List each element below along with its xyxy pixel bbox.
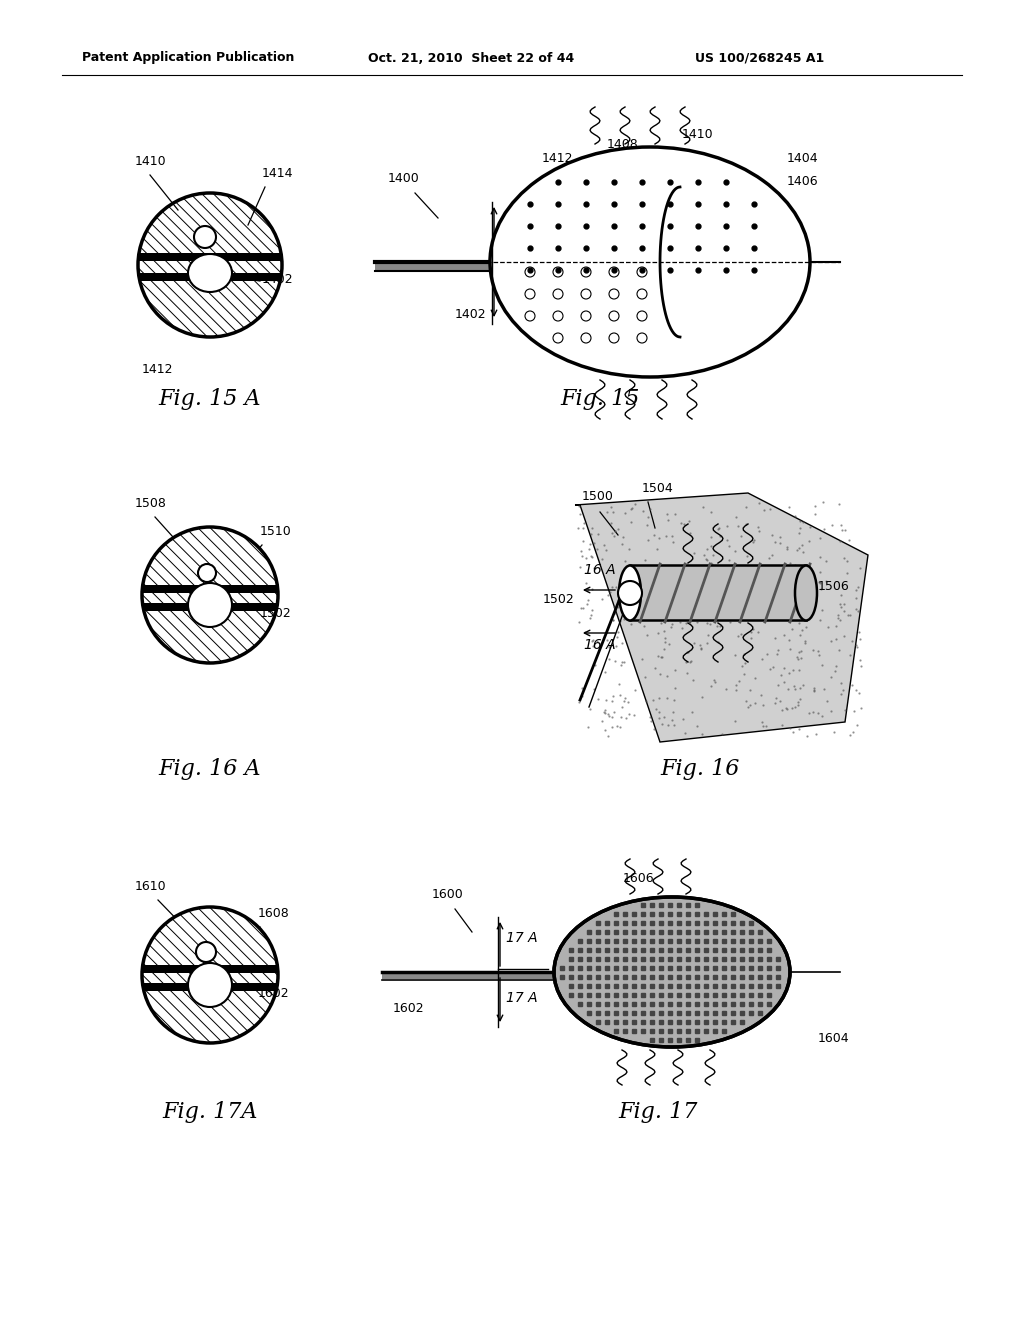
Text: Fig. 16: Fig. 16: [660, 758, 739, 780]
Circle shape: [188, 583, 232, 627]
Text: 17 A: 17 A: [506, 991, 538, 1005]
Text: 15 A: 15 A: [500, 284, 531, 298]
Text: 1508: 1508: [135, 498, 167, 510]
Polygon shape: [575, 492, 868, 742]
Ellipse shape: [188, 253, 232, 292]
Circle shape: [198, 564, 216, 582]
Circle shape: [138, 193, 282, 337]
Ellipse shape: [490, 147, 810, 378]
Text: 1606: 1606: [623, 873, 653, 884]
Text: 15 A: 15 A: [500, 218, 531, 232]
Text: Fig. 15 A: Fig. 15 A: [159, 388, 261, 411]
Text: 1506: 1506: [818, 579, 850, 593]
Circle shape: [142, 907, 278, 1043]
Text: 16 A: 16 A: [584, 638, 615, 652]
Text: 1510: 1510: [260, 525, 292, 539]
Ellipse shape: [618, 565, 641, 620]
Bar: [375, 263, 495, 271]
Bar: [142, 965, 278, 973]
Text: 1406: 1406: [787, 176, 818, 187]
Circle shape: [142, 527, 278, 663]
Text: 1502: 1502: [543, 593, 574, 606]
Circle shape: [618, 581, 642, 605]
Text: 1600: 1600: [432, 888, 464, 902]
Bar: [382, 972, 562, 979]
Text: 1500: 1500: [582, 490, 613, 503]
Text: 1402: 1402: [455, 308, 486, 321]
Bar: [630, 565, 806, 620]
Text: 1408: 1408: [607, 139, 639, 150]
Text: 1412: 1412: [142, 363, 173, 376]
Text: 1412: 1412: [542, 152, 573, 165]
Text: 16 A: 16 A: [584, 564, 615, 577]
Text: Oct. 21, 2010  Sheet 22 of 44: Oct. 21, 2010 Sheet 22 of 44: [368, 51, 574, 65]
Ellipse shape: [554, 898, 790, 1047]
Circle shape: [196, 942, 216, 962]
Bar: [138, 273, 282, 281]
Text: 1602: 1602: [258, 987, 290, 1001]
Bar: [142, 585, 278, 593]
Text: 1502: 1502: [260, 607, 292, 620]
Text: Fig. 17A: Fig. 17A: [162, 1101, 258, 1123]
Text: 1414: 1414: [262, 168, 294, 180]
Text: 1400: 1400: [388, 172, 420, 185]
Text: 1604: 1604: [818, 1032, 850, 1045]
Text: Fig. 15: Fig. 15: [560, 388, 640, 411]
Text: Fig. 16 A: Fig. 16 A: [159, 758, 261, 780]
Ellipse shape: [795, 565, 817, 620]
Circle shape: [188, 964, 232, 1007]
Text: 1410: 1410: [135, 154, 167, 168]
Text: 17 A: 17 A: [506, 931, 538, 945]
Circle shape: [194, 226, 216, 248]
Text: 1504: 1504: [642, 482, 674, 495]
Text: Patent Application Publication: Patent Application Publication: [82, 51, 294, 65]
Text: 1404: 1404: [787, 152, 818, 165]
Bar: [142, 603, 278, 611]
Text: Fig. 17: Fig. 17: [618, 1101, 697, 1123]
Bar: [138, 253, 282, 261]
Bar: [142, 983, 278, 991]
Text: 1410: 1410: [682, 128, 714, 141]
Text: 1610: 1610: [135, 880, 167, 894]
Text: 1608: 1608: [258, 907, 290, 920]
Text: US 100/268245 A1: US 100/268245 A1: [695, 51, 824, 65]
Text: 1602: 1602: [392, 1002, 424, 1015]
Text: 1402: 1402: [262, 273, 294, 286]
